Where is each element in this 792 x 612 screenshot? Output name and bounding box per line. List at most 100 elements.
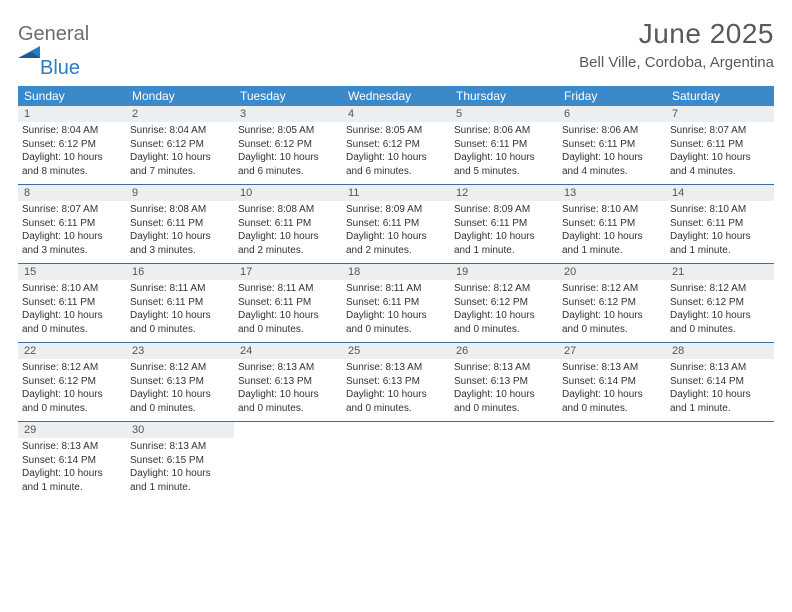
dow-thursday: Thursday [450,86,558,106]
day-cell-empty [450,422,558,500]
day-details: Sunrise: 8:08 AMSunset: 6:11 PMDaylight:… [130,203,230,257]
day-cell-9: 9 Sunrise: 8:08 AMSunset: 6:11 PMDaylight… [126,185,234,263]
dow-row: SundayMondayTuesdayWednesdayThursdayFrid… [18,86,774,106]
day-cell-24: 24 Sunrise: 8:13 AMSunset: 6:13 PMDayligh… [234,343,342,421]
week-row: 22 Sunrise: 8:12 AMSunset: 6:12 PMDayligh… [18,342,774,421]
day-details: Sunrise: 8:07 AMSunset: 6:11 PMDaylight:… [670,124,770,178]
day-number: 11 [342,185,450,201]
day-number: 5 [450,106,558,122]
day-details: Sunrise: 8:13 AMSunset: 6:13 PMDaylight:… [454,361,554,415]
month-title: June 2025 [579,18,774,50]
day-details: Sunrise: 8:06 AMSunset: 6:11 PMDaylight:… [454,124,554,178]
day-details: Sunrise: 8:10 AMSunset: 6:11 PMDaylight:… [670,203,770,257]
day-details: Sunrise: 8:13 AMSunset: 6:13 PMDaylight:… [238,361,338,415]
day-number: 7 [666,106,774,122]
day-cell-26: 26Sunrise: 8:13 AMSunset: 6:13 PMDayligh… [450,343,558,421]
logo: General Blue [18,24,89,78]
week-row: 15 Sunrise: 8:10 AMSunset: 6:11 PMDayligh… [18,263,774,342]
location-text: Bell Ville, Cordoba, Argentina [579,54,774,71]
header: General Blue June 2025 Bell Ville, Cordo… [18,18,774,78]
day-number: 12 [450,185,558,201]
day-cell-empty [666,422,774,500]
week-row: 1Sunrise: 8:04 AMSunset: 6:12 PMDaylight… [18,106,774,184]
day-cell-14: 14 Sunrise: 8:10 AMSunset: 6:11 PMDayligh… [666,185,774,263]
day-details: Sunrise: 8:12 AMSunset: 6:12 PMDaylight:… [454,282,554,336]
day-cell-3: 3Sunrise: 8:05 AMSunset: 6:12 PMDaylight… [234,106,342,184]
day-number: 9 [126,185,234,201]
logo-word-general: General [18,23,89,45]
day-cell-19: 19 Sunrise: 8:12 AMSunset: 6:12 PMDayligh… [450,264,558,342]
day-number: 30 [126,422,234,438]
day-cell-27: 27 Sunrise: 8:13 AMSunset: 6:14 PMDayligh… [558,343,666,421]
day-number: 25 [342,343,450,359]
day-number: 2 [126,106,234,122]
day-number: 4 [342,106,450,122]
day-cell-empty [234,422,342,500]
day-number: 1 [18,106,126,122]
day-number: 15 [18,264,126,280]
day-details: Sunrise: 8:10 AMSunset: 6:11 PMDaylight:… [562,203,662,257]
day-details: Sunrise: 8:07 AMSunset: 6:11 PMDaylight:… [22,203,122,257]
dow-monday: Monday [126,86,234,106]
day-details: Sunrise: 8:11 AMSunset: 6:11 PMDaylight:… [238,282,338,336]
day-details: Sunrise: 8:13 AMSunset: 6:13 PMDaylight:… [346,361,446,415]
day-details: Sunrise: 8:11 AMSunset: 6:11 PMDaylight:… [346,282,446,336]
dow-saturday: Saturday [666,86,774,106]
day-cell-28: 28Sunrise: 8:13 AMSunset: 6:14 PMDayligh… [666,343,774,421]
day-details: Sunrise: 8:04 AMSunset: 6:12 PMDaylight:… [130,124,230,178]
day-number: 18 [342,264,450,280]
day-details: Sunrise: 8:10 AMSunset: 6:11 PMDaylight:… [22,282,122,336]
day-cell-11: 11 Sunrise: 8:09 AMSunset: 6:11 PMDayligh… [342,185,450,263]
day-details: Sunrise: 8:12 AMSunset: 6:13 PMDaylight:… [130,361,230,415]
day-cell-4: 4 Sunrise: 8:05 AMSunset: 6:12 PMDaylight… [342,106,450,184]
dow-wednesday: Wednesday [342,86,450,106]
day-details: Sunrise: 8:05 AMSunset: 6:12 PMDaylight:… [346,124,446,178]
day-number: 13 [558,185,666,201]
day-number: 21 [666,264,774,280]
day-number: 16 [126,264,234,280]
day-details: Sunrise: 8:06 AMSunset: 6:11 PMDaylight:… [562,124,662,178]
day-number: 19 [450,264,558,280]
day-cell-empty [342,422,450,500]
day-number: 29 [18,422,126,438]
day-cell-18: 18 Sunrise: 8:11 AMSunset: 6:11 PMDayligh… [342,264,450,342]
logo-word-blue: Blue [40,58,89,78]
day-cell-empty [558,422,666,500]
title-block: June 2025 Bell Ville, Cordoba, Argentina [579,18,774,71]
day-number: 17 [234,264,342,280]
day-details: Sunrise: 8:13 AMSunset: 6:14 PMDaylight:… [22,440,122,494]
day-cell-5: 5 Sunrise: 8:06 AMSunset: 6:11 PMDaylight… [450,106,558,184]
day-cell-22: 22 Sunrise: 8:12 AMSunset: 6:12 PMDayligh… [18,343,126,421]
day-cell-21: 21Sunrise: 8:12 AMSunset: 6:12 PMDayligh… [666,264,774,342]
day-details: Sunrise: 8:05 AMSunset: 6:12 PMDaylight:… [238,124,338,178]
day-details: Sunrise: 8:09 AMSunset: 6:11 PMDaylight:… [454,203,554,257]
day-cell-2: 2 Sunrise: 8:04 AMSunset: 6:12 PMDaylight… [126,106,234,184]
calendar-body: 1Sunrise: 8:04 AMSunset: 6:12 PMDaylight… [18,106,774,500]
day-details: Sunrise: 8:08 AMSunset: 6:11 PMDaylight:… [238,203,338,257]
day-number: 22 [18,343,126,359]
day-cell-20: 20Sunrise: 8:12 AMSunset: 6:12 PMDayligh… [558,264,666,342]
dow-tuesday: Tuesday [234,86,342,106]
day-number: 27 [558,343,666,359]
week-row: 29 Sunrise: 8:13 AMSunset: 6:14 PMDayligh… [18,421,774,500]
day-number: 6 [558,106,666,122]
day-number: 14 [666,185,774,201]
day-cell-25: 25 Sunrise: 8:13 AMSunset: 6:13 PMDayligh… [342,343,450,421]
day-cell-7: 7 Sunrise: 8:07 AMSunset: 6:11 PMDaylight… [666,106,774,184]
day-cell-13: 13 Sunrise: 8:10 AMSunset: 6:11 PMDayligh… [558,185,666,263]
week-row: 8Sunrise: 8:07 AMSunset: 6:11 PMDaylight… [18,184,774,263]
dow-sunday: Sunday [18,86,126,106]
day-details: Sunrise: 8:13 AMSunset: 6:14 PMDaylight:… [562,361,662,415]
day-number: 24 [234,343,342,359]
day-cell-1: 1Sunrise: 8:04 AMSunset: 6:12 PMDaylight… [18,106,126,184]
day-number: 20 [558,264,666,280]
day-details: Sunrise: 8:12 AMSunset: 6:12 PMDaylight:… [22,361,122,415]
day-cell-6: 6 Sunrise: 8:06 AMSunset: 6:11 PMDaylight… [558,106,666,184]
day-cell-10: 10Sunrise: 8:08 AMSunset: 6:11 PMDayligh… [234,185,342,263]
day-details: Sunrise: 8:09 AMSunset: 6:11 PMDaylight:… [346,203,446,257]
day-cell-8: 8Sunrise: 8:07 AMSunset: 6:11 PMDaylight… [18,185,126,263]
day-cell-29: 29 Sunrise: 8:13 AMSunset: 6:14 PMDayligh… [18,422,126,500]
dow-friday: Friday [558,86,666,106]
calendar: SundayMondayTuesdayWednesdayThursdayFrid… [18,86,774,500]
day-number: 28 [666,343,774,359]
